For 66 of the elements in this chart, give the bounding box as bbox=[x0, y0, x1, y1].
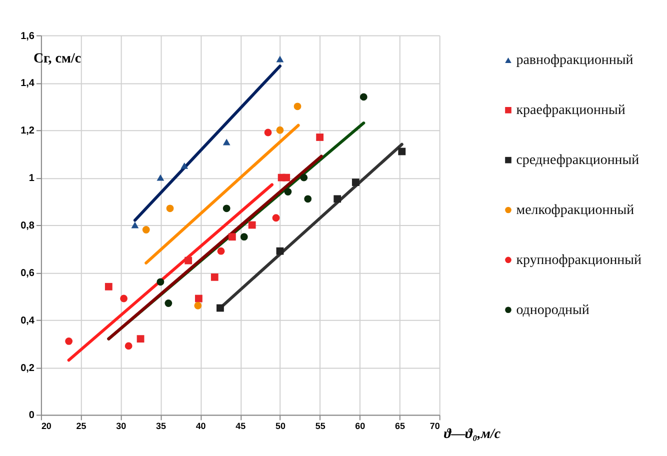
legend-label: мелкофракционный bbox=[516, 203, 635, 218]
point bbox=[166, 204, 174, 212]
y-axis-title: Cг, см/с bbox=[33, 52, 82, 67]
point bbox=[352, 178, 360, 186]
x-tick-label: 70 bbox=[430, 421, 440, 432]
point bbox=[120, 294, 128, 302]
point bbox=[398, 148, 406, 156]
point bbox=[276, 126, 284, 134]
x-axis-title: ϑ—ϑ₀,м/с bbox=[444, 427, 501, 442]
y-tick-label: 1,4 bbox=[20, 78, 35, 90]
y-tick-label: 1,2 bbox=[20, 126, 35, 137]
point bbox=[300, 174, 308, 182]
x-tick-label: 55 bbox=[315, 421, 326, 432]
point bbox=[156, 174, 164, 181]
point bbox=[222, 138, 230, 146]
legend-label: однородный bbox=[516, 302, 590, 318]
legend-label: краефракционный bbox=[516, 103, 626, 118]
point bbox=[156, 278, 164, 286]
x-tick-label: 65 bbox=[395, 421, 405, 432]
point bbox=[284, 188, 292, 196]
point bbox=[142, 226, 150, 234]
y-tick-label: 0 bbox=[28, 410, 35, 422]
point bbox=[184, 256, 192, 264]
point bbox=[276, 247, 284, 255]
point bbox=[240, 233, 248, 241]
point bbox=[194, 302, 202, 310]
point bbox=[316, 134, 324, 141]
point bbox=[248, 221, 256, 229]
point bbox=[217, 247, 225, 255]
point bbox=[294, 102, 302, 110]
point bbox=[282, 174, 290, 182]
point bbox=[272, 214, 280, 222]
point bbox=[195, 294, 202, 302]
point bbox=[222, 204, 230, 212]
x-tick-label: 50 bbox=[275, 421, 286, 432]
point bbox=[216, 304, 224, 312]
y-tick-label: 0,4 bbox=[20, 315, 35, 326]
point bbox=[264, 128, 272, 136]
y-tick-label: 1,6 bbox=[20, 30, 35, 42]
legend-label: равнофракционный bbox=[516, 53, 634, 68]
x-tick-label: 60 bbox=[355, 421, 366, 432]
legend-label: крупнофракционный bbox=[516, 252, 642, 268]
x-tick-label: 40 bbox=[196, 421, 206, 432]
y-tick-label: 0,6 bbox=[20, 268, 35, 279]
x-tick-label: 45 bbox=[236, 421, 246, 432]
x-tick-label: 35 bbox=[156, 421, 166, 432]
y-tick-label: 0,2 bbox=[20, 362, 35, 374]
x-tick-label: 30 bbox=[116, 421, 126, 432]
point bbox=[276, 56, 284, 62]
point bbox=[360, 93, 368, 101]
x-tick-label: 20 bbox=[41, 421, 52, 432]
y-tick-label: 0,8 bbox=[20, 220, 35, 232]
point bbox=[65, 338, 73, 345]
point bbox=[304, 195, 312, 203]
point bbox=[228, 233, 236, 241]
point bbox=[104, 282, 112, 290]
point bbox=[131, 222, 139, 228]
x-tick-label: 25 bbox=[76, 421, 86, 432]
point bbox=[180, 162, 188, 169]
point bbox=[210, 273, 218, 281]
point bbox=[136, 335, 144, 343]
point bbox=[334, 195, 342, 203]
point bbox=[164, 300, 172, 307]
legend-label: среднефракционный bbox=[516, 153, 640, 168]
point bbox=[124, 342, 132, 350]
y-tick-label: 1 bbox=[28, 173, 35, 184]
